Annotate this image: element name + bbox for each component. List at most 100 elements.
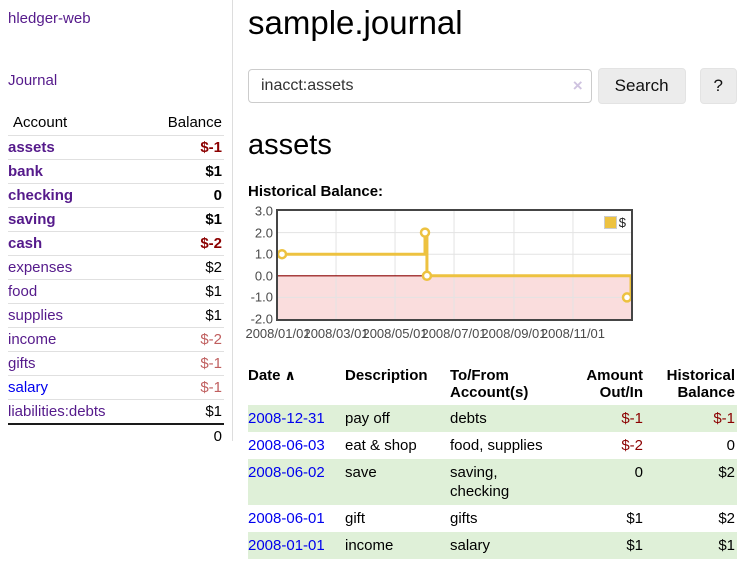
transaction-accounts: food, supplies — [450, 437, 543, 454]
y-axis-tick-label: -1.0 — [250, 289, 273, 305]
transaction-amount: $-2 — [621, 437, 643, 454]
account-link[interactable]: food — [8, 283, 38, 300]
account-link[interactable]: expenses — [8, 259, 73, 276]
account-cell: saving — [8, 208, 141, 232]
transaction-balance: $2 — [718, 510, 735, 527]
register-header-date[interactable]: Date ∧ — [248, 367, 296, 384]
transaction-date-link[interactable]: 2008-06-02 — [248, 464, 325, 481]
transaction-date-cell: 2008-01-01 — [248, 532, 345, 559]
account-link[interactable]: bank — [8, 163, 44, 180]
account-link[interactable]: gifts — [8, 355, 36, 372]
account-cell: checking — [8, 184, 141, 208]
transaction-balance: $-1 — [713, 410, 735, 427]
account-link[interactable]: cash — [8, 235, 43, 252]
legend-label: $ — [618, 215, 626, 230]
account-row: bank $1 — [8, 159, 224, 184]
transaction-row: 2008-06-03 eat & shop food, supplies $-2 0 — [248, 432, 737, 459]
register-header-description: Description — [345, 367, 428, 384]
transaction-date-cell: 2008-12-31 — [248, 405, 345, 432]
account-link[interactable]: liabilities:debts — [8, 403, 106, 420]
account-balance: $-2 — [200, 235, 222, 252]
transaction-amount: $1 — [626, 537, 643, 554]
transaction-description: pay off — [345, 410, 390, 427]
register-table: Date ∧ Description To/From Account(s) Amo… — [248, 365, 737, 559]
search-button[interactable]: Search — [597, 68, 686, 104]
account-link[interactable]: supplies — [8, 307, 64, 324]
account-cell: cash — [8, 232, 141, 256]
clear-search-icon[interactable]: × — [572, 76, 583, 95]
y-axis-tick-label: 2.0 — [254, 225, 273, 241]
account-link[interactable]: income — [8, 331, 57, 348]
transaction-accounts: debts — [450, 410, 487, 427]
accounts-header-balance: Balance — [167, 114, 222, 131]
transaction-description: save — [345, 464, 377, 481]
account-link[interactable]: checking — [8, 187, 74, 204]
account-link[interactable]: saving — [8, 211, 56, 228]
transaction-amount: $-1 — [621, 410, 643, 427]
account-link[interactable]: salary — [8, 379, 49, 396]
y-axis-tick-label: 3.0 — [254, 203, 273, 219]
transaction-date-link[interactable]: 2008-06-03 — [248, 437, 325, 454]
main-content: sample.journal × Search ? assets Histori… — [245, 0, 737, 559]
account-balance: $1 — [205, 163, 222, 180]
chart-plot: $ — [276, 209, 633, 321]
register-header-balance: Historical Balance — [666, 367, 735, 401]
account-row: salary $-1 — [8, 375, 224, 400]
x-axis-tick-label: 2008/05/01 — [362, 326, 428, 341]
accounts-table: Account Balance assets $-1 bank $1 checking 0… — [8, 111, 224, 448]
account-row: liabilities:debts $1 — [8, 399, 224, 425]
account-row: expenses $2 — [8, 255, 224, 280]
transaction-accounts: saving, checking — [450, 464, 510, 500]
register-header-amount: Amount Out/In — [586, 367, 643, 401]
account-row: checking 0 — [8, 183, 224, 208]
transaction-amount: $1 — [626, 510, 643, 527]
search-input[interactable] — [248, 69, 592, 103]
transaction-balance: $2 — [718, 464, 735, 481]
account-row: assets $-1 — [8, 135, 224, 160]
transaction-date-link[interactable]: 2008-12-31 — [248, 410, 325, 427]
app-brand: hledger-web — [8, 10, 224, 28]
x-axis-tick-label: 2008/03/01 — [303, 326, 369, 341]
y-axis-tick-label: 0.0 — [254, 268, 273, 284]
account-cell: gifts — [8, 352, 141, 376]
chart-legend: $ — [601, 214, 628, 231]
register-header-row: Date ∧ Description To/From Account(s) Amo… — [248, 365, 737, 405]
x-axis-tick-label: 2008/09/01 — [481, 326, 547, 341]
account-row: cash $-2 — [8, 231, 224, 256]
sidebar-item-journal[interactable]: Journal — [8, 72, 58, 89]
account-cell: bank — [8, 160, 141, 184]
transaction-row: 2008-01-01 income salary $1 $1 — [248, 532, 737, 559]
transaction-date-link[interactable]: 2008-01-01 — [248, 537, 325, 554]
account-balance: $-1 — [200, 379, 222, 396]
account-cell: food — [8, 280, 141, 304]
search-bar: × Search ? — [248, 68, 737, 104]
transaction-date-cell: 2008-06-03 — [248, 432, 345, 459]
app-brand-link[interactable]: hledger-web — [8, 10, 91, 27]
account-balance: $-1 — [200, 355, 222, 372]
historical-balance-chart: $ 3.0 2.0 1.0 0.0 -1.0 -2.0 2008/01/01 2008/03/… — [245, 204, 737, 349]
transaction-description: eat & shop — [345, 437, 417, 454]
transaction-description: gift — [345, 510, 366, 527]
accounts-total-row: 0 — [8, 424, 224, 448]
y-axis-tick-label: 1.0 — [254, 246, 273, 262]
transaction-amount: 0 — [634, 464, 643, 481]
account-link[interactable]: assets — [8, 139, 55, 156]
help-button[interactable]: ? — [699, 68, 737, 104]
sidebar: hledger-web Journal Account Balance asse… — [0, 0, 233, 445]
account-cell: supplies — [8, 304, 141, 328]
account-row: saving $1 — [8, 207, 224, 232]
account-balance: $1 — [205, 283, 222, 300]
transaction-row: 2008-12-31 pay off debts $-1 $-1 — [248, 405, 737, 432]
account-balance: $1 — [205, 403, 222, 420]
transaction-accounts: salary — [450, 537, 491, 554]
account-balance: $-1 — [200, 139, 222, 156]
account-balance: $-2 — [200, 331, 222, 348]
account-cell: assets — [8, 136, 141, 160]
transaction-description: income — [345, 537, 394, 554]
sort-asc-icon: ∧ — [284, 367, 296, 383]
page-title: sample.journal — [248, 4, 463, 41]
transaction-date-link[interactable]: 2008-06-01 — [248, 510, 325, 527]
transaction-balance: $1 — [718, 537, 735, 554]
y-axis-tick-label: -2.0 — [250, 311, 273, 327]
account-balance: $1 — [205, 307, 222, 324]
